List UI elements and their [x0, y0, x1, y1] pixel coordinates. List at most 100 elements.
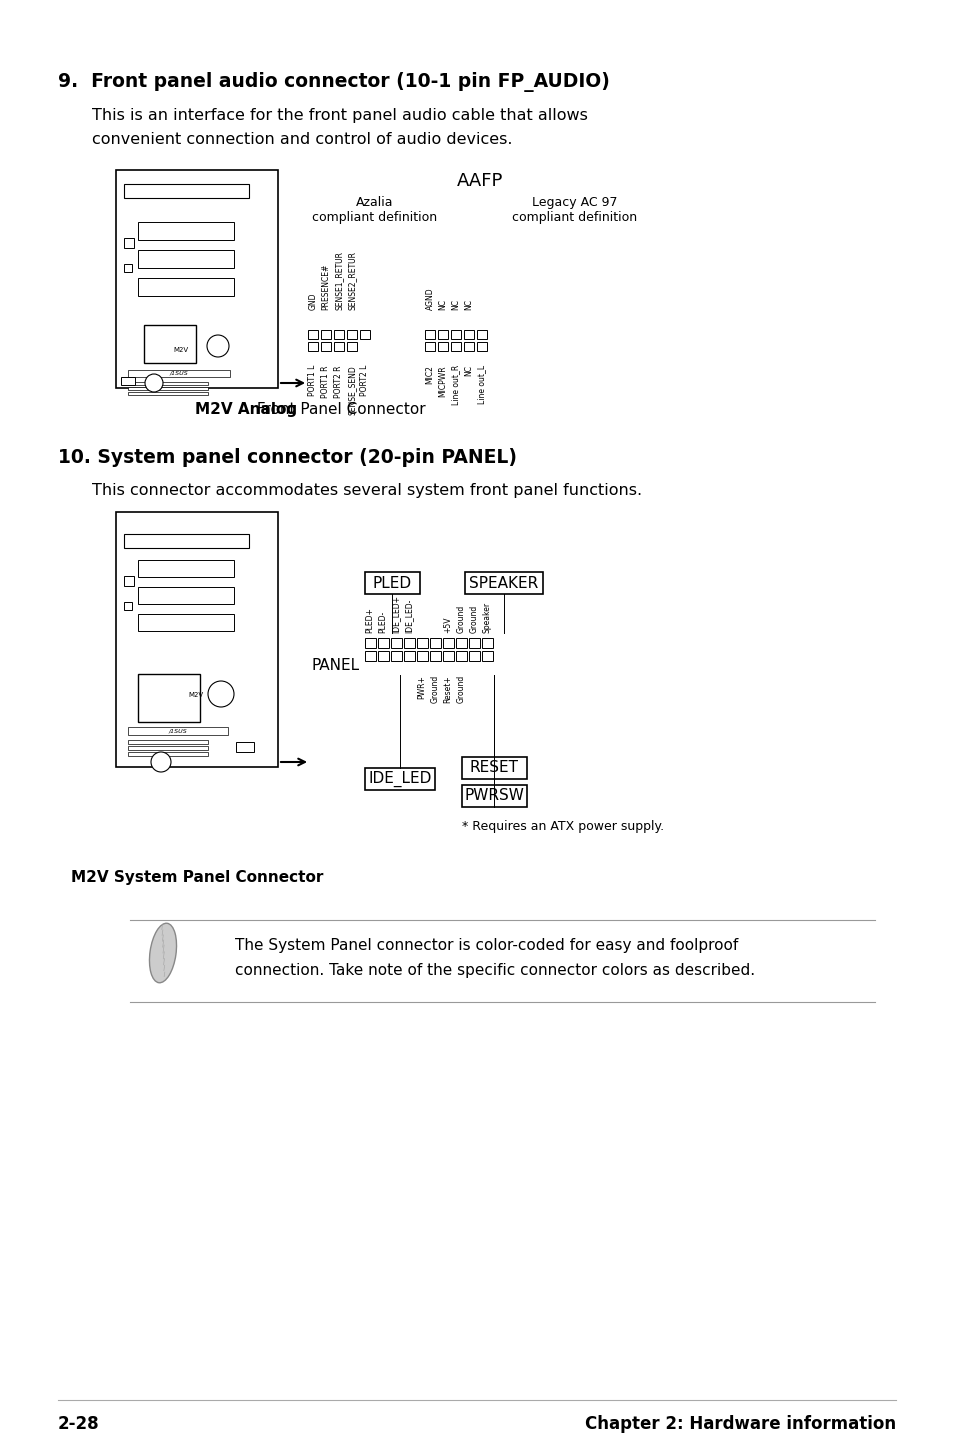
Bar [469, 638, 479, 649]
Bar [128, 728, 228, 735]
Bar [138, 614, 233, 631]
Bar [377, 651, 389, 661]
Text: PLED-: PLED- [378, 611, 387, 633]
Text: NC: NC [451, 299, 460, 311]
Text: PANEL: PANEL [312, 657, 359, 673]
Bar [138, 559, 233, 577]
Text: SPEAKER: SPEAKER [469, 575, 538, 591]
Bar [235, 742, 253, 752]
Text: IDE_LED+: IDE_LED+ [391, 595, 400, 633]
Text: M2V System Panel Connector: M2V System Panel Connector [71, 870, 323, 884]
Text: MICPWR: MICPWR [438, 365, 447, 397]
Bar [403, 638, 415, 649]
Bar [365, 572, 419, 594]
Bar [320, 342, 331, 351]
Bar [424, 342, 435, 351]
Bar [424, 329, 435, 339]
Bar [430, 651, 440, 661]
Bar [451, 329, 460, 339]
Bar [138, 250, 233, 267]
Bar [416, 651, 428, 661]
Bar [461, 756, 526, 779]
Text: Speaker: Speaker [482, 603, 491, 633]
Bar [347, 342, 356, 351]
Bar [461, 785, 526, 807]
Bar [359, 329, 370, 339]
Bar [476, 329, 486, 339]
Bar [138, 587, 233, 604]
Bar [463, 342, 474, 351]
Text: 10. System panel connector (20-pin PANEL): 10. System panel connector (20-pin PANEL… [58, 449, 517, 467]
Text: MIC2: MIC2 [425, 365, 434, 384]
Text: PORT1 R: PORT1 R [321, 365, 330, 397]
Text: Chapter 2: Hardware information: Chapter 2: Hardware information [584, 1415, 895, 1434]
Bar [128, 741, 208, 743]
Bar [334, 342, 344, 351]
Text: SENSE1_RETUR: SENSE1_RETUR [335, 252, 343, 311]
Bar [138, 674, 200, 722]
Bar [377, 638, 389, 649]
Text: Legacy AC 97
compliant definition: Legacy AC 97 compliant definition [512, 196, 637, 224]
Text: convenient connection and control of audio devices.: convenient connection and control of aud… [91, 132, 512, 147]
Bar [365, 651, 375, 661]
Bar [365, 638, 375, 649]
Text: M2V Analog: M2V Analog [194, 403, 296, 417]
Text: AGND: AGND [425, 288, 434, 311]
Text: PLED: PLED [373, 575, 412, 591]
Bar [128, 746, 208, 751]
Bar [320, 329, 331, 339]
Bar [476, 342, 486, 351]
Bar [116, 170, 277, 388]
Text: IDE_LED: IDE_LED [368, 771, 432, 787]
Text: M2V: M2V [173, 347, 189, 352]
Bar [144, 325, 195, 362]
Text: PRESENCE#: PRESENCE# [321, 263, 330, 311]
Text: * Requires an ATX power supply.: * Requires an ATX power supply. [461, 820, 663, 833]
Text: Ground: Ground [456, 605, 465, 633]
Bar [121, 377, 135, 385]
Bar [124, 184, 249, 198]
Bar [124, 239, 133, 247]
Text: PWRSW: PWRSW [464, 788, 524, 804]
Text: This connector accommodates several system front panel functions.: This connector accommodates several syst… [91, 483, 641, 498]
Ellipse shape [150, 923, 176, 982]
Text: Ground: Ground [456, 674, 465, 703]
Bar [442, 638, 454, 649]
Text: PWR+: PWR+ [417, 674, 426, 699]
Text: RESET: RESET [470, 761, 518, 775]
Bar [365, 768, 435, 789]
Bar [469, 651, 479, 661]
Text: NC: NC [438, 299, 447, 311]
Text: connection. Take note of the specific connector colors as described.: connection. Take note of the specific co… [234, 963, 755, 978]
Bar [464, 572, 542, 594]
Circle shape [208, 682, 233, 707]
Text: AAFP: AAFP [456, 173, 502, 190]
Bar [481, 651, 493, 661]
Bar [442, 651, 454, 661]
Text: Reset+: Reset+ [443, 674, 452, 703]
Bar [124, 265, 132, 272]
Bar [334, 329, 344, 339]
Text: PORT2 R: PORT2 R [335, 365, 343, 397]
Circle shape [207, 335, 229, 357]
Bar [124, 533, 249, 548]
Text: 9.  Front panel audio connector (10-1 pin FP_AUDIO): 9. Front panel audio connector (10-1 pin… [58, 72, 609, 92]
Text: 2-28: 2-28 [58, 1415, 99, 1434]
Bar [128, 387, 208, 390]
Bar [124, 577, 133, 587]
Bar [128, 383, 208, 385]
Text: Ground: Ground [430, 674, 439, 703]
Bar [138, 278, 233, 296]
Text: PORT1 L: PORT1 L [308, 365, 317, 397]
Text: GND: GND [308, 292, 317, 311]
Bar [430, 638, 440, 649]
Bar [481, 638, 493, 649]
Bar [116, 512, 277, 766]
Text: Azalia
compliant definition: Azalia compliant definition [313, 196, 437, 224]
Text: Line out_R: Line out_R [451, 365, 460, 406]
Text: The System Panel connector is color-coded for easy and foolproof: The System Panel connector is color-code… [234, 938, 738, 953]
Bar [308, 329, 317, 339]
Text: Ground: Ground [469, 605, 478, 633]
Bar [391, 651, 401, 661]
Bar [124, 603, 132, 610]
